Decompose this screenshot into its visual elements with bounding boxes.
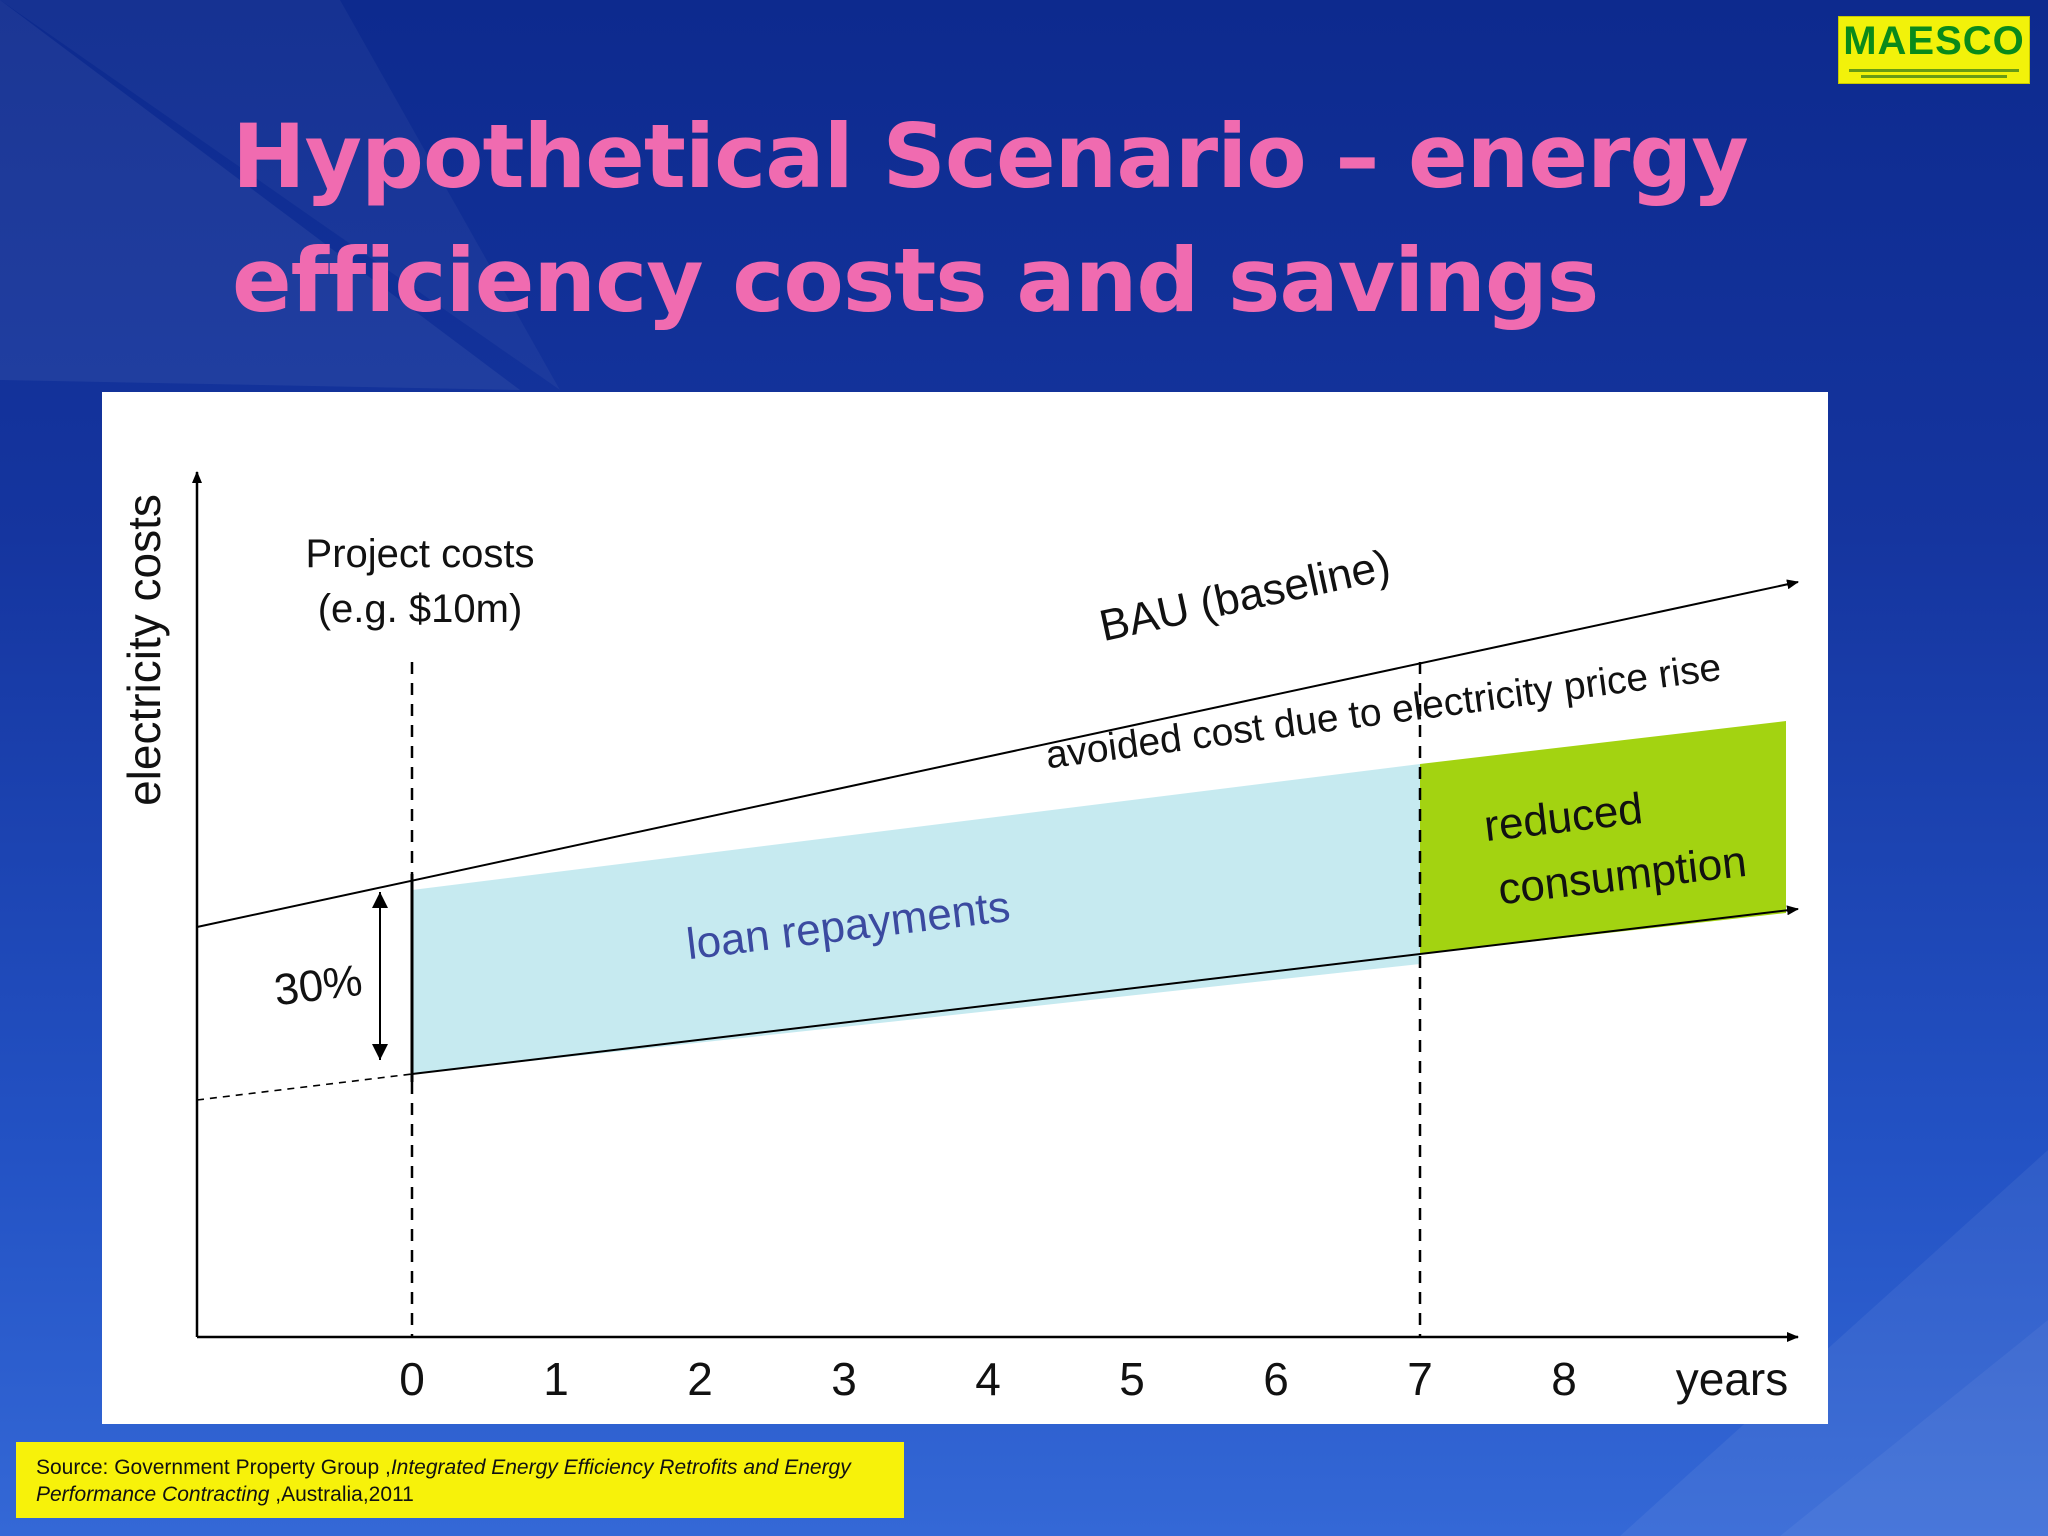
source-citation: Source: Government Property Group ,Integ… bbox=[16, 1442, 904, 1518]
project-costs-label: Project costs bbox=[306, 532, 535, 576]
logo-tagline-line bbox=[1849, 69, 2019, 72]
x-tick-label: 5 bbox=[1119, 1353, 1145, 1405]
reduction-arrow-top bbox=[372, 892, 388, 908]
reduced-consumption-area bbox=[1420, 721, 1786, 954]
logo-tagline-line bbox=[1861, 75, 2007, 78]
bau-baseline-line bbox=[196, 579, 1799, 928]
loan-repayments-area bbox=[412, 764, 1420, 1074]
project-costs-example: (e.g. $10m) bbox=[318, 587, 523, 631]
y-axis-label: electricity costs bbox=[118, 494, 170, 806]
cost-savings-diagram: electricity costs Project costs (e.g. $1… bbox=[118, 471, 1799, 1405]
x-tick-label: 8 bbox=[1551, 1353, 1577, 1405]
x-axis-unit-label: years bbox=[1676, 1353, 1788, 1405]
x-tick-labels: 0 1 2 3 4 5 6 7 8 bbox=[399, 1353, 1577, 1405]
bau-baseline-label: BAU (baseline) bbox=[1095, 541, 1395, 651]
reduced-consumption-projection bbox=[196, 1073, 413, 1101]
x-tick-label: 1 bbox=[543, 1353, 569, 1405]
source-title: Integrated Energy Efficiency Retrofits a… bbox=[36, 1456, 851, 1506]
x-tick-label: 0 bbox=[399, 1353, 425, 1405]
reduced-consumption-line bbox=[411, 905, 1799, 1075]
source-suffix: ,Australia,2011 bbox=[269, 1483, 414, 1506]
x-tick-label: 2 bbox=[687, 1353, 713, 1405]
chart-panel: electricity costs Project costs (e.g. $1… bbox=[102, 392, 1828, 1424]
logo-text: MAESCO bbox=[1843, 19, 2025, 63]
reduction-arrow-bottom bbox=[372, 1044, 388, 1060]
reduction-percent-label: 30% bbox=[272, 956, 365, 1015]
x-tick-label: 6 bbox=[1263, 1353, 1289, 1405]
x-tick-label: 3 bbox=[831, 1353, 857, 1405]
source-prefix: Source: Government Property Group , bbox=[36, 1456, 391, 1479]
x-tick-label: 7 bbox=[1407, 1353, 1433, 1405]
x-tick-label: 4 bbox=[975, 1353, 1001, 1405]
slide-title: Hypothetical Scenario – energy efficienc… bbox=[232, 105, 1749, 332]
maesco-logo: MAESCO bbox=[1838, 16, 2030, 84]
